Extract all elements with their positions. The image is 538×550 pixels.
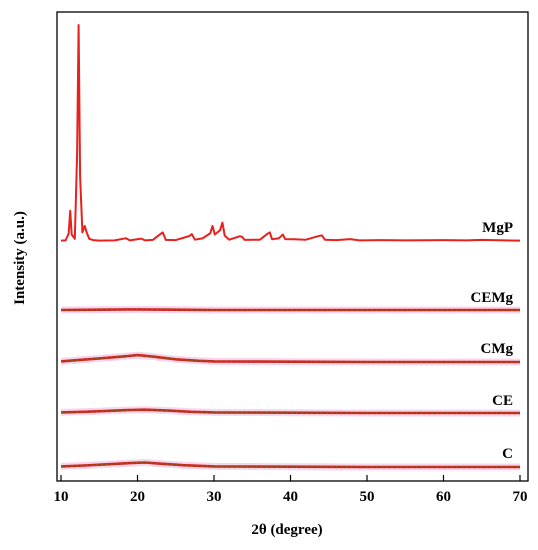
x-tick-label: 50 (360, 489, 375, 505)
x-tick-label: 20 (130, 489, 145, 505)
series-label-layer: MgP CEMg CMg CE C (471, 220, 514, 462)
series-label-cemg: CEMg (471, 290, 514, 306)
series-overlay-c (60, 461, 520, 468)
x-axis-label: 2θ (degree) (251, 522, 322, 538)
series-layer (60, 24, 521, 471)
series-label-mgp: MgP (482, 220, 513, 236)
y-axis-label: Intensity (a.u.) (12, 211, 28, 305)
x-tick-label: 60 (436, 489, 451, 505)
x-tick-label: 40 (283, 489, 298, 505)
series-line-ce (60, 408, 520, 415)
x-tick-label: 30 (207, 489, 222, 505)
series-line-mgp (60, 24, 521, 242)
series-overlay-cemg (60, 308, 520, 311)
series-label-ce: CE (492, 393, 513, 409)
x-tick-label: 10 (54, 489, 69, 505)
series-label-cmg: CMg (481, 341, 514, 357)
series-label-c: C (502, 446, 513, 462)
series-overlay-cmg (60, 354, 520, 363)
x-tick-label: 70 (513, 489, 528, 505)
plot-frame (56, 11, 529, 482)
plot-area (56, 11, 529, 482)
x-tick-layer: 10 20 30 40 50 60 70 (54, 475, 528, 505)
